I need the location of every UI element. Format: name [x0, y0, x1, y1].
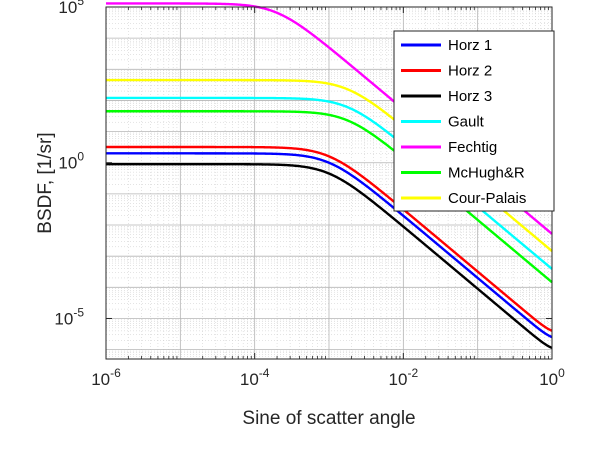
axis-ticks: [105, 6, 553, 359]
x-tick-label: 10-4: [240, 366, 270, 389]
y-tick-label: 10-5: [54, 305, 84, 328]
legend-box: [393, 30, 555, 212]
legend-label: Cour-Palais: [448, 190, 526, 207]
series-line-horz-2: [105, 145, 553, 332]
x-tick-label: 10-2: [389, 366, 419, 389]
legend-label: Gault: [448, 114, 485, 131]
y-tick-label: 105: [58, 0, 84, 17]
series-line-horz-3: [105, 162, 553, 350]
series-line-mchugh-r: [105, 110, 553, 284]
y-axis-label: BSDF, [1/sr]: [35, 132, 56, 233]
y-tick-labels: 10-5 100 105: [54, 0, 84, 328]
legend-label: Horz 3: [448, 88, 492, 105]
legend-label: McHugh&R: [448, 165, 525, 182]
x-tick-label: 10-6: [91, 366, 121, 389]
y-tick-label: 100: [58, 150, 84, 173]
legend: Horz 1 Horz 2 Horz 3 Gault Fechtig McHugh&R Co…: [393, 30, 555, 212]
series-line-horz-1: [105, 152, 553, 339]
x-tick-labels: 10-6 10-4 10-2 100: [91, 366, 565, 389]
legend-label: Fechtig: [448, 139, 497, 156]
legend-label: Horz 1: [448, 37, 492, 54]
x-axis-label: Sine of scatter angle: [242, 408, 415, 429]
x-tick-label: 100: [539, 366, 565, 389]
legend-label: Horz 2: [448, 63, 492, 80]
